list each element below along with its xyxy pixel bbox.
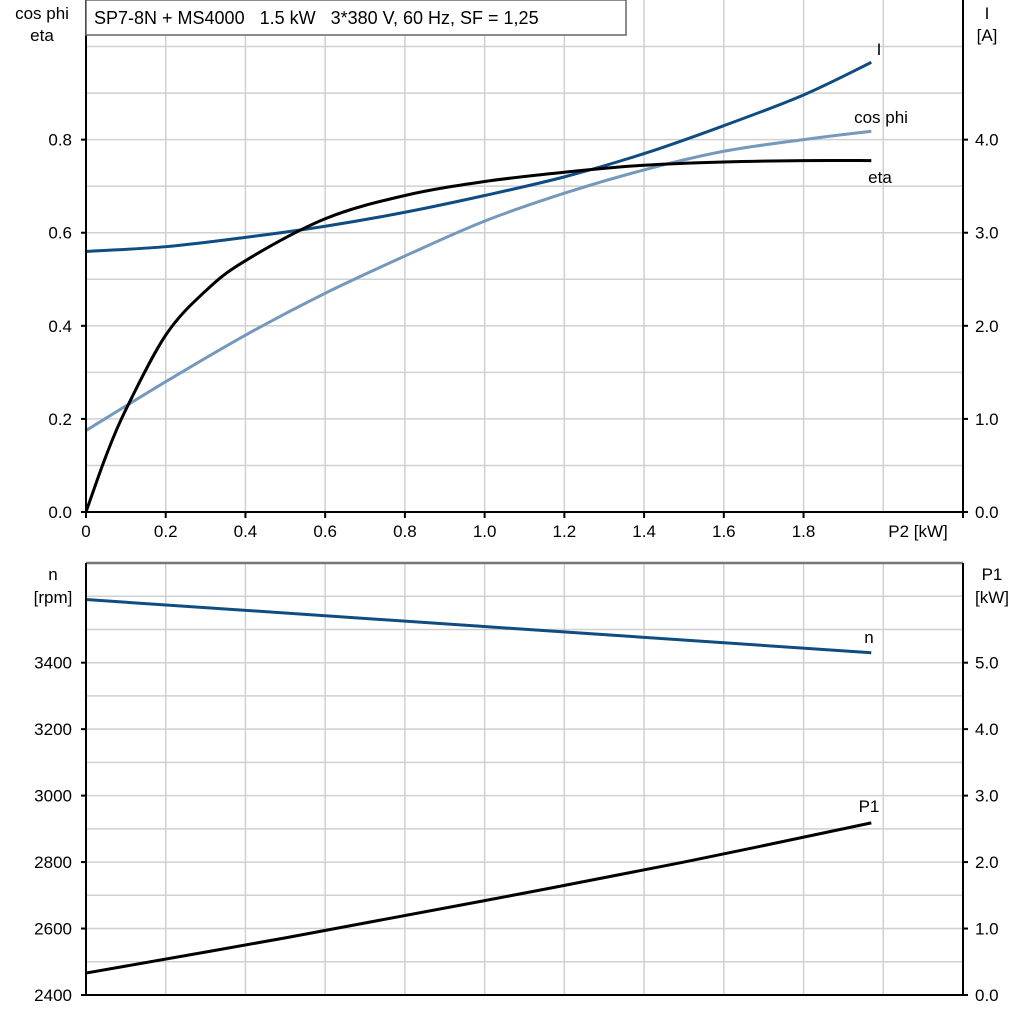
title-box bbox=[85, 0, 627, 36]
left-axis-label-eta: eta bbox=[30, 26, 54, 45]
chart-title: SP7-8N + MS4000 1.5 kW 3*380 V, 60 Hz, S… bbox=[94, 8, 539, 28]
y-left-tick-label: 0.2 bbox=[48, 410, 72, 429]
y-right-tick-label: 4.0 bbox=[975, 720, 999, 739]
right-axis-unit-kw: [kW] bbox=[975, 588, 1009, 607]
series-lines bbox=[84, 61, 872, 975]
y-right-tick-label: 4.0 bbox=[975, 131, 999, 150]
x-tick-label: 1.4 bbox=[632, 522, 656, 541]
y-right-tick-label: 2.0 bbox=[975, 317, 999, 336]
y-left-tick-label: 3000 bbox=[34, 787, 72, 806]
x-tick-label: 0 bbox=[81, 522, 90, 541]
y-right-tick-label: 3.0 bbox=[975, 224, 999, 243]
series-line-p1 bbox=[85, 821, 872, 975]
y-left-tick-label: 3200 bbox=[34, 720, 72, 739]
y-right-tick-label: 1.0 bbox=[975, 920, 999, 939]
axes: 0.0 0.2 0.4 0.6 0.8 0.0 1.0 2.0 3.0 4.0 2400 2600 28… bbox=[34, 0, 999, 1005]
series-line-eta bbox=[84, 158, 872, 513]
bottom-grid bbox=[86, 561, 963, 995]
x-tick-label: 0.4 bbox=[234, 522, 258, 541]
x-tick-label: 0.8 bbox=[393, 522, 417, 541]
left-axis-label-n: n bbox=[48, 565, 57, 584]
series-label-p1: P1 bbox=[859, 797, 880, 816]
series-line-cos-phi bbox=[85, 129, 872, 432]
top-grid bbox=[86, 0, 963, 512]
x-tick-label: 1.6 bbox=[712, 522, 736, 541]
left-axis-unit-rpm: [rpm] bbox=[34, 588, 73, 607]
y-left-tick-label: 0.0 bbox=[48, 503, 72, 522]
y-left-tick-label: 0.8 bbox=[48, 131, 72, 150]
y-right-tick-label: 0.0 bbox=[975, 503, 999, 522]
y-right-tick-label: 0.0 bbox=[975, 986, 999, 1005]
series-label-i: I bbox=[877, 40, 882, 59]
y-right-tick-label: 5.0 bbox=[975, 654, 999, 673]
x-tick-label: 1.8 bbox=[792, 522, 816, 541]
left-axis-label-cosphi: cos phi bbox=[15, 4, 69, 23]
x-tick-label: 1.0 bbox=[473, 522, 497, 541]
x-tick-label: 0.6 bbox=[313, 522, 337, 541]
series-line-n bbox=[85, 598, 872, 655]
x-tick-label: 1.2 bbox=[553, 522, 577, 541]
y-left-tick-label: 2600 bbox=[34, 920, 72, 939]
x-tick-label: 0.2 bbox=[154, 522, 178, 541]
right-axis-label-i: I bbox=[985, 4, 990, 23]
y-left-tick-label: 0.6 bbox=[48, 224, 72, 243]
series-label-n: n bbox=[864, 628, 873, 647]
y-left-tick-label: 2800 bbox=[34, 853, 72, 872]
x-axis-label: P2 [kW] bbox=[888, 522, 948, 541]
y-left-tick-label: 0.4 bbox=[48, 317, 72, 336]
right-axis-label-p1: P1 bbox=[982, 565, 1003, 584]
right-axis-unit-a: [A] bbox=[977, 26, 998, 45]
y-right-tick-label: 1.0 bbox=[975, 410, 999, 429]
y-right-tick-label: 3.0 bbox=[975, 787, 999, 806]
series-label-eta: eta bbox=[868, 168, 892, 187]
y-left-tick-label: 2400 bbox=[34, 986, 72, 1005]
series-line-i bbox=[85, 61, 872, 253]
series-label-cosphi: cos phi bbox=[854, 108, 908, 127]
y-left-tick-label: 3400 bbox=[34, 654, 72, 673]
y-right-tick-label: 2.0 bbox=[975, 853, 999, 872]
